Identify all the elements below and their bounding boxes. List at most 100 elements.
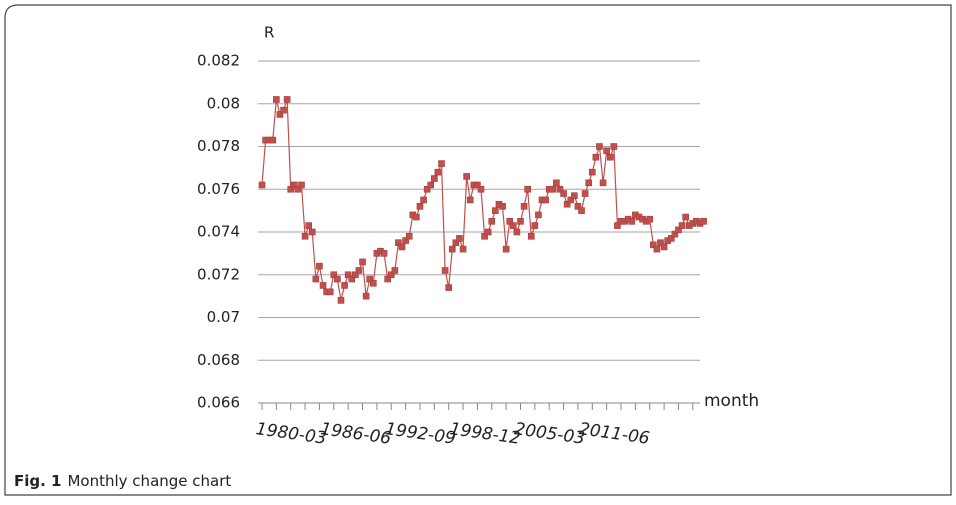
data-point (391, 267, 399, 274)
x-tick-label: 1992-09 (384, 419, 457, 449)
data-point (700, 218, 707, 225)
data-point (384, 275, 391, 283)
data-point (402, 237, 409, 244)
data-point (413, 213, 420, 221)
data-point (481, 232, 488, 240)
data-point (531, 222, 539, 229)
y-tick-label: 0.072 (197, 265, 240, 283)
data-point (387, 271, 395, 279)
y-axis-title: R (264, 24, 274, 42)
data-point (484, 228, 492, 236)
data-point (517, 218, 524, 225)
data-point (578, 207, 585, 214)
data-point (448, 245, 456, 253)
data-point (535, 211, 542, 219)
data-point (348, 275, 356, 283)
data-point (653, 245, 661, 253)
data-point (445, 284, 452, 291)
data-point (499, 203, 506, 210)
data-point (567, 196, 575, 204)
figure-frame (4, 4, 952, 496)
data-point (459, 245, 467, 253)
data-point (650, 241, 657, 249)
x-tick-label: 1980-03 (255, 419, 328, 449)
data-point (395, 239, 402, 246)
data-point (560, 190, 567, 197)
data-point (366, 275, 374, 283)
data-point (305, 222, 312, 229)
data-point (334, 275, 341, 283)
data-point (312, 275, 320, 283)
data-point (657, 239, 664, 246)
data-point (527, 232, 535, 240)
data-point (588, 168, 596, 176)
data-point (667, 235, 675, 242)
data-point (603, 147, 610, 155)
data-point (316, 262, 323, 270)
data-point (452, 239, 460, 246)
caption: Fig. 1 Monthly change chart (14, 472, 231, 490)
data-point (675, 226, 682, 234)
data-point (359, 258, 366, 266)
data-point (341, 282, 348, 289)
data-point (463, 173, 470, 180)
data-point (614, 222, 621, 229)
data-point (660, 243, 668, 251)
data-point (571, 192, 578, 199)
data-point (362, 292, 370, 300)
data-point (291, 181, 298, 189)
data-point (596, 143, 603, 150)
data-point (294, 185, 302, 193)
data-point (301, 232, 309, 240)
data-point (456, 235, 463, 242)
data-point (441, 267, 449, 274)
data-point (337, 297, 345, 304)
y-tick-label: 0.08 (207, 94, 240, 112)
x-tick-label: 2011-06 (578, 419, 651, 449)
data-point (513, 228, 521, 236)
data-point (280, 106, 287, 114)
data-point (352, 271, 359, 279)
data-point (283, 96, 291, 103)
data-point (466, 196, 474, 204)
data-point (563, 200, 571, 208)
x-tick-label: 1998-12 (448, 419, 521, 449)
data-point (610, 143, 618, 150)
y-tick-label: 0.066 (197, 394, 240, 412)
data-point (258, 181, 266, 189)
y-tick-label: 0.076 (197, 180, 240, 198)
data-point (380, 250, 388, 257)
data-point (506, 218, 514, 225)
data-point (492, 207, 499, 214)
y-tick-label: 0.07 (207, 308, 240, 326)
data-point (628, 218, 636, 225)
caption-label: Fig. 1 (14, 472, 61, 490)
data-point (574, 203, 582, 210)
data-point (671, 230, 679, 238)
data-point (319, 282, 327, 289)
data-point (434, 168, 442, 176)
data-point (556, 185, 564, 193)
y-tick-label: 0.068 (197, 351, 240, 369)
data-point (520, 203, 528, 210)
data-point (369, 279, 377, 287)
data-point (344, 271, 352, 279)
data-point (405, 232, 413, 240)
data-point (355, 267, 363, 274)
data-point (420, 196, 427, 204)
x-tick-label: 1986-06 (319, 419, 392, 449)
data-point (542, 196, 549, 204)
data-point (326, 288, 334, 296)
x-axis-title: month (704, 391, 759, 411)
data-point (276, 111, 284, 118)
data-point (553, 179, 560, 187)
data-point (599, 179, 607, 187)
data-point (438, 160, 445, 167)
data-point (298, 181, 305, 189)
data-point (273, 96, 280, 103)
data-point (431, 175, 438, 182)
data-point (606, 153, 614, 161)
data-point (646, 215, 654, 223)
